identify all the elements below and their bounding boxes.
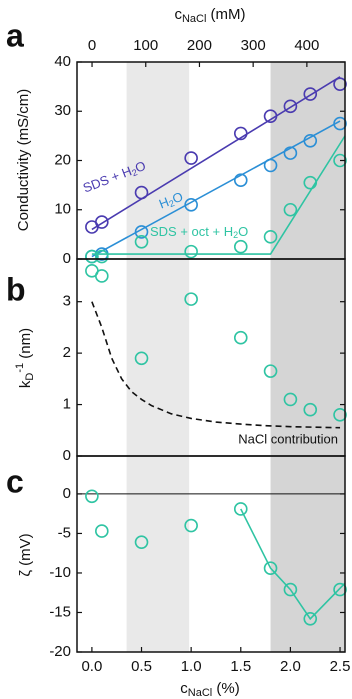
x-tick-label: 2.0 [280,658,301,675]
marker [303,402,318,417]
x2-tick-label: 400 [294,37,319,54]
y-tick-label: 1 [63,396,71,413]
marker [184,151,198,165]
marker [85,489,99,504]
shaded-region [126,259,190,456]
y-tick-label: -5 [58,524,71,541]
marker [263,364,278,378]
panel-letter: c [6,463,24,499]
plot-frame [76,455,346,653]
marker [303,87,318,101]
x2-tick-label: 100 [133,37,158,54]
annotation: SDS + oct + H2O [150,224,248,240]
label-part: c [174,6,182,23]
x-tick-label: 0.5 [131,658,152,675]
marker [184,292,198,306]
x-tick-label: 0.0 [81,658,102,675]
line [91,120,341,258]
x-tick-label: 1.5 [230,658,251,675]
x-tick-label: 2.5 [330,658,351,675]
label-part: (nm) [17,328,34,363]
label-part: -1 [14,363,26,373]
shaded-region [270,456,345,652]
line [91,301,341,429]
label-part: O [238,224,248,239]
marker [333,582,347,597]
marker [95,249,109,264]
marker [95,215,109,229]
label-part: O [170,189,185,207]
marker [233,173,248,187]
panel-letter: b [6,271,26,307]
shaded-region [126,62,190,259]
label-part: SDS + oct + H [150,224,233,239]
shaded-region [270,259,345,456]
marker [184,244,198,259]
x-tick-label: 1.0 [181,658,202,675]
annotation: NaCl contribution [238,431,338,446]
top-axis-label: cNaCl (mM) [174,6,245,25]
marker [95,269,109,283]
label-part: NaCl [182,13,206,25]
marker [134,234,149,249]
line [91,76,341,231]
y-tick-label: -10 [49,564,71,581]
marker [233,502,248,516]
marker [263,561,278,576]
y-axis-label: kD-1 (nm) [14,328,36,388]
y-tick-label: 20 [54,151,71,168]
line [240,508,346,621]
marker [134,351,149,366]
marker [333,77,347,91]
marker [283,392,298,407]
label-part: 2 [168,198,176,209]
label-part: k [17,380,34,388]
shaded-region [270,62,345,259]
marker [303,612,318,626]
y-tick-label: 30 [54,102,71,119]
y-tick-label: 0 [63,447,71,464]
y-axis-label: Conductivity (mS/cm) [15,89,32,232]
marker [263,230,278,244]
label-part: c [180,680,188,697]
y-tick-label: 2 [63,344,71,361]
y-tick-label: 0 [63,250,71,267]
label-part: O [133,158,148,176]
marker [333,153,347,168]
y-tick-label: -20 [49,643,71,660]
marker [184,518,198,533]
plot-backgrounds [77,62,345,652]
shaded-region [126,456,190,652]
marker [134,535,149,549]
y-tick-label: -15 [49,603,71,620]
marker [283,582,298,597]
label-part: 2 [131,167,139,178]
y-tick-label: 10 [54,201,71,218]
marker [233,239,248,254]
marker [333,408,347,422]
marker [233,330,248,345]
label-part: NaCl [188,687,212,699]
label-part: (mM) [206,6,245,23]
y-tick-label: 3 [63,293,71,310]
marker [85,249,99,264]
label-part: 2 [233,230,238,240]
y-tick-label: 40 [54,53,71,70]
x2-tick-label: 0 [88,37,96,54]
y-axis-label: ζ (mV) [17,533,34,576]
x-axis-label: cNaCl (%) [180,680,239,699]
x2-tick-label: 300 [241,37,266,54]
marker [95,524,109,538]
label-part: (%) [212,680,240,697]
marker [283,146,298,160]
marker [283,99,298,114]
line [91,135,346,255]
x2-tick-label: 200 [187,37,212,54]
label-part: D [24,373,36,381]
marker [283,202,298,217]
y-tick-label: 0 [63,485,71,502]
panel-letter: a [6,17,24,53]
